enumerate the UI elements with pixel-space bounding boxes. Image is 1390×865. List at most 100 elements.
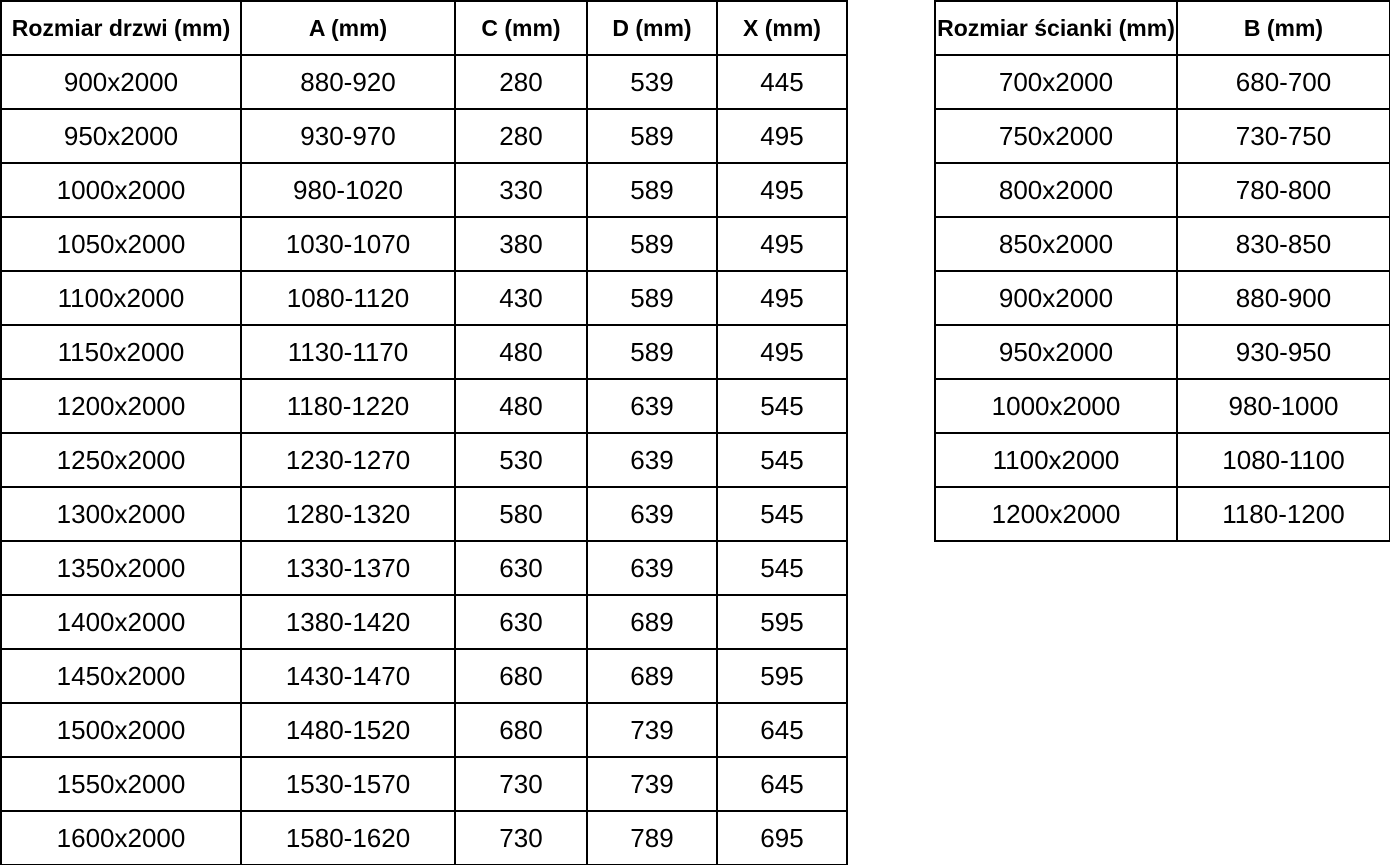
table-row: 900x2000 880-920 280 539 445: [0, 54, 848, 110]
wall-size-table: Rozmiar ścianki (mm) B (mm) 700x2000 680-7…: [934, 0, 1390, 542]
table-row: 1450x2000 1430-1470 680 689 595: [0, 648, 848, 704]
data-cell: 1200x2000: [934, 486, 1178, 542]
data-cell: 1380-1420: [240, 594, 456, 650]
data-cell: 1100x2000: [0, 270, 242, 326]
data-cell: 1450x2000: [0, 648, 242, 704]
data-cell: 680-700: [1176, 54, 1390, 110]
table-row: 1150x2000 1130-1170 480 589 495: [0, 324, 848, 380]
data-cell: 1080-1100: [1176, 432, 1390, 488]
data-cell: 495: [716, 324, 848, 380]
data-cell: 639: [586, 432, 718, 488]
data-cell: 830-850: [1176, 216, 1390, 272]
column-header: D (mm): [586, 0, 718, 56]
data-cell: 1000x2000: [934, 378, 1178, 434]
table-row: 750x2000 730-750: [934, 108, 1390, 164]
data-cell: 639: [586, 486, 718, 542]
data-cell: 1100x2000: [934, 432, 1178, 488]
data-cell: 495: [716, 162, 848, 218]
data-cell: 880-920: [240, 54, 456, 110]
data-cell: 730: [454, 810, 588, 865]
data-cell: 380: [454, 216, 588, 272]
data-cell: 595: [716, 648, 848, 704]
data-cell: 1030-1070: [240, 216, 456, 272]
data-cell: 589: [586, 216, 718, 272]
table-row: 1200x2000 1180-1220 480 639 545: [0, 378, 848, 434]
data-cell: 330: [454, 162, 588, 218]
data-cell: 1280-1320: [240, 486, 456, 542]
column-header: C (mm): [454, 0, 588, 56]
data-cell: 495: [716, 270, 848, 326]
data-cell: 1080-1120: [240, 270, 456, 326]
data-cell: 689: [586, 594, 718, 650]
table-row: 1050x2000 1030-1070 380 589 495: [0, 216, 848, 272]
data-cell: 900x2000: [0, 54, 242, 110]
table-row: 1000x2000 980-1020 330 589 495: [0, 162, 848, 218]
data-cell: 1500x2000: [0, 702, 242, 758]
data-cell: 1580-1620: [240, 810, 456, 865]
door-table-header-row: Rozmiar drzwi (mm) A (mm) C (mm) D (mm) X (m…: [0, 0, 848, 56]
data-cell: 480: [454, 324, 588, 380]
table-row: 850x2000 830-850: [934, 216, 1390, 272]
data-cell: 780-800: [1176, 162, 1390, 218]
column-header: Rozmiar ścianki (mm): [934, 0, 1178, 56]
data-cell: 545: [716, 540, 848, 596]
table-row: 1100x2000 1080-1100: [934, 432, 1390, 488]
table-row: 1250x2000 1230-1270 530 639 545: [0, 432, 848, 488]
table-row: 900x2000 880-900: [934, 270, 1390, 326]
wall-table-body: 700x2000 680-700 750x2000 730-750 800x2000 78…: [934, 54, 1390, 542]
data-cell: 1180-1200: [1176, 486, 1390, 542]
data-cell: 430: [454, 270, 588, 326]
column-header: Rozmiar drzwi (mm): [0, 0, 242, 56]
data-cell: 730: [454, 756, 588, 812]
data-cell: 1480-1520: [240, 702, 456, 758]
data-cell: 689: [586, 648, 718, 704]
table-row: 700x2000 680-700: [934, 54, 1390, 110]
data-cell: 530: [454, 432, 588, 488]
data-cell: 630: [454, 594, 588, 650]
data-cell: 1600x2000: [0, 810, 242, 865]
table-row: 1200x2000 1180-1200: [934, 486, 1390, 542]
data-cell: 589: [586, 162, 718, 218]
data-cell: 495: [716, 216, 848, 272]
data-cell: 1350x2000: [0, 540, 242, 596]
data-cell: 950x2000: [934, 324, 1178, 380]
column-header: A (mm): [240, 0, 456, 56]
data-cell: 645: [716, 702, 848, 758]
door-table-body: 900x2000 880-920 280 539 445 950x2000 930-970 2…: [0, 54, 848, 865]
data-cell: 700x2000: [934, 54, 1178, 110]
data-cell: 950x2000: [0, 108, 242, 164]
door-size-table: Rozmiar drzwi (mm) A (mm) C (mm) D (mm) X (m…: [0, 0, 848, 865]
table-row: 1550x2000 1530-1570 730 739 645: [0, 756, 848, 812]
data-cell: 1300x2000: [0, 486, 242, 542]
data-cell: 589: [586, 270, 718, 326]
data-cell: 680: [454, 648, 588, 704]
table-row: 1400x2000 1380-1420 630 689 595: [0, 594, 848, 650]
table-row: 950x2000 930-970 280 589 495: [0, 108, 848, 164]
data-cell: 639: [586, 378, 718, 434]
data-cell: 1130-1170: [240, 324, 456, 380]
data-cell: 545: [716, 486, 848, 542]
data-cell: 930-970: [240, 108, 456, 164]
data-cell: 1230-1270: [240, 432, 456, 488]
column-header: X (mm): [716, 0, 848, 56]
data-cell: 695: [716, 810, 848, 865]
data-cell: 645: [716, 756, 848, 812]
data-cell: 545: [716, 432, 848, 488]
data-cell: 580: [454, 486, 588, 542]
wall-table-header-row: Rozmiar ścianki (mm) B (mm): [934, 0, 1390, 56]
data-cell: 930-950: [1176, 324, 1390, 380]
data-cell: 280: [454, 108, 588, 164]
table-row: 950x2000 930-950: [934, 324, 1390, 380]
data-cell: 639: [586, 540, 718, 596]
table-row: 1500x2000 1480-1520 680 739 645: [0, 702, 848, 758]
data-cell: 595: [716, 594, 848, 650]
data-cell: 850x2000: [934, 216, 1178, 272]
data-cell: 1200x2000: [0, 378, 242, 434]
data-cell: 739: [586, 702, 718, 758]
data-cell: 1000x2000: [0, 162, 242, 218]
data-cell: 1530-1570: [240, 756, 456, 812]
data-cell: 1430-1470: [240, 648, 456, 704]
data-cell: 589: [586, 324, 718, 380]
data-cell: 480: [454, 378, 588, 434]
